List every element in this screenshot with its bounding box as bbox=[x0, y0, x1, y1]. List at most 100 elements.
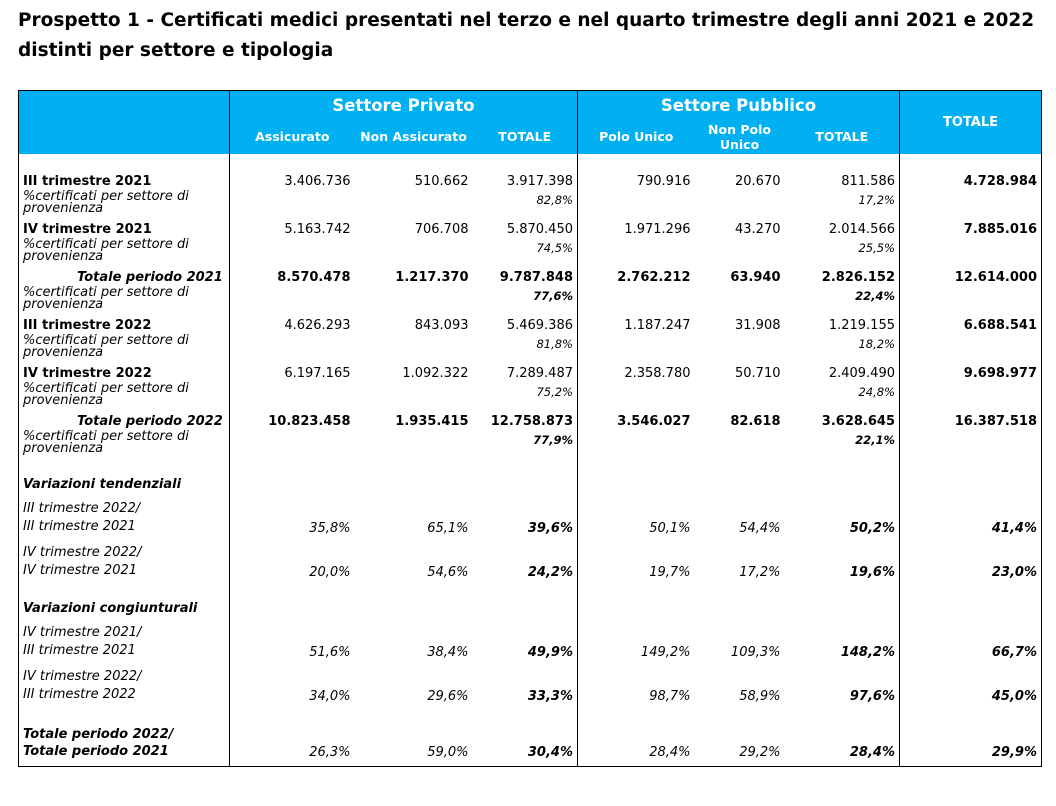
empty-cell bbox=[899, 191, 1042, 220]
empty-cell bbox=[784, 474, 900, 494]
pct-value: 77,6% bbox=[472, 287, 578, 316]
totale-periodo-value: 28,4% bbox=[577, 726, 695, 767]
value-cell: 843.093 bbox=[414, 318, 469, 333]
variation-value: 23,0% bbox=[899, 538, 1042, 582]
empty-cell bbox=[355, 598, 473, 618]
value-cell: 7.885.016 bbox=[899, 220, 1042, 239]
header-settore-pubblico: Settore Pubblico bbox=[577, 90, 900, 119]
section-title-row: Variazioni congiunturali bbox=[18, 598, 1042, 618]
empty-cell bbox=[230, 335, 355, 364]
spacer-cell bbox=[899, 582, 1042, 598]
variation-label-line2: III trimestre 2021 bbox=[23, 519, 136, 534]
variation-value: 35,8% bbox=[309, 521, 351, 536]
variation-label-line1: IV trimestre 2022/ bbox=[23, 669, 142, 684]
variation-value: 33,3% bbox=[472, 662, 578, 706]
value-cell: 1.092.322 bbox=[402, 366, 469, 381]
value-cell: 811.586 bbox=[784, 172, 900, 191]
spacer-cell bbox=[899, 154, 1042, 172]
pct-value: 22,4% bbox=[784, 287, 900, 316]
spacer-cell bbox=[230, 582, 355, 598]
pct-value: 82,8% bbox=[472, 191, 578, 220]
empty-cell bbox=[695, 383, 785, 412]
spacer-cell bbox=[230, 460, 355, 474]
spacer-cell bbox=[355, 154, 473, 172]
value-cell: 3.406.736 bbox=[284, 174, 351, 189]
spacer-cell bbox=[784, 582, 900, 598]
value-cell: 3.628.645 bbox=[784, 412, 900, 431]
spacer-cell bbox=[784, 706, 900, 726]
pct-label: %certificati per settore di provenienza bbox=[18, 286, 230, 316]
table-row: Totale periodo 2021 8.570.478 1.217.370 9.7… bbox=[18, 268, 1042, 287]
header-assicurato: Assicurato bbox=[229, 119, 355, 154]
variation-value: 66,7% bbox=[899, 618, 1042, 662]
spacer-cell bbox=[355, 582, 473, 598]
empty-cell bbox=[230, 383, 355, 412]
variation-row: IV trimestre 2022/IV trimestre 2021 20,0%… bbox=[18, 538, 1042, 582]
totale-periodo-row: Totale periodo 2022/Totale periodo 2021 2… bbox=[18, 726, 1042, 767]
spacer-cell bbox=[784, 460, 900, 474]
empty-cell bbox=[230, 598, 355, 618]
variation-label-line1: IV trimestre 2021/ bbox=[23, 625, 142, 640]
pct-value: 22,1% bbox=[784, 431, 900, 460]
value-cell: 2.014.566 bbox=[784, 220, 900, 239]
spacer-cell bbox=[695, 706, 785, 726]
header-label-cell bbox=[18, 90, 230, 154]
value-cell: 7.289.487 bbox=[472, 364, 578, 383]
variation-value: 20,0% bbox=[309, 565, 351, 580]
variation-value: 39,6% bbox=[472, 494, 578, 538]
variation-value: 17,2% bbox=[739, 565, 781, 580]
variation-value: 97,6% bbox=[784, 662, 900, 706]
spacer-cell bbox=[18, 582, 230, 598]
totale-periodo-value: 59,0% bbox=[354, 726, 473, 767]
variation-value: 49,9% bbox=[472, 618, 578, 662]
value-cell: 4.728.984 bbox=[899, 172, 1042, 191]
empty-cell bbox=[230, 287, 355, 316]
empty-cell bbox=[578, 335, 695, 364]
empty-cell bbox=[355, 431, 473, 460]
spacer-cell bbox=[472, 582, 578, 598]
value-cell: 706.708 bbox=[414, 222, 469, 237]
empty-cell bbox=[784, 598, 900, 618]
table-row: III trimestre 2021 3.406.736 510.662 3.917.… bbox=[18, 172, 1042, 191]
value-cell: 3.546.027 bbox=[617, 414, 691, 429]
spacer-cell bbox=[578, 154, 695, 172]
value-cell: 3.917.398 bbox=[472, 172, 578, 191]
empty-cell bbox=[578, 287, 695, 316]
empty-cell bbox=[230, 191, 355, 220]
empty-cell bbox=[695, 239, 785, 268]
variation-label: IV trimestre 2022/IV trimestre 2021 bbox=[18, 538, 230, 582]
totale-periodo-line2: Totale periodo 2021 bbox=[23, 744, 169, 759]
spacer-cell bbox=[784, 154, 900, 172]
totale-periodo-value: 29,9% bbox=[899, 726, 1042, 767]
empty-cell bbox=[472, 474, 578, 494]
section-title-row: Variazioni tendenziali bbox=[18, 474, 1042, 494]
pct-row: %certificati per settore di provenienza 8… bbox=[18, 190, 1042, 220]
variation-value: 148,2% bbox=[784, 618, 900, 662]
header-totale-privato: TOTALE bbox=[472, 119, 578, 154]
pct-value: 81,8% bbox=[472, 335, 578, 364]
table-row: III trimestre 2022 4.626.293 843.093 5.469.… bbox=[18, 316, 1042, 335]
value-cell: 4.626.293 bbox=[284, 318, 351, 333]
value-cell: 12.758.873 bbox=[472, 412, 578, 431]
variation-value: 38,4% bbox=[427, 645, 469, 660]
variation-value: 45,0% bbox=[899, 662, 1042, 706]
value-cell: 1.971.296 bbox=[624, 222, 691, 237]
value-cell: 8.570.478 bbox=[277, 270, 351, 285]
empty-cell bbox=[899, 239, 1042, 268]
variation-value: 19,6% bbox=[784, 538, 900, 582]
value-cell: 20.670 bbox=[735, 174, 781, 189]
row-label: III trimestre 2022 bbox=[18, 316, 230, 335]
pct-row: %certificati per settore di provenienza 7… bbox=[18, 286, 1042, 316]
pct-row: %certificati per settore di provenienza 8… bbox=[18, 334, 1042, 364]
page-title: Prospetto 1 - Certificati medici present… bbox=[18, 10, 1035, 61]
empty-cell bbox=[899, 431, 1042, 460]
variation-label-line2: III trimestre 2022 bbox=[23, 687, 136, 702]
variation-value: 29,6% bbox=[427, 689, 469, 704]
empty-cell bbox=[355, 191, 473, 220]
empty-cell bbox=[355, 287, 473, 316]
empty-cell bbox=[695, 598, 785, 618]
variation-value: 54,6% bbox=[427, 565, 469, 580]
empty-cell bbox=[578, 191, 695, 220]
variation-label: III trimestre 2022/III trimestre 2021 bbox=[18, 494, 230, 538]
value-cell: 510.662 bbox=[414, 174, 469, 189]
